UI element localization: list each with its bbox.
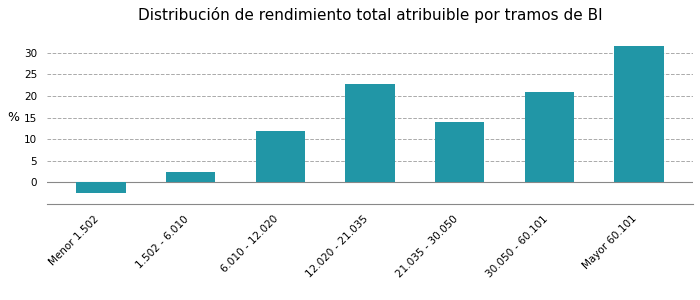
Y-axis label: %: % [7, 111, 19, 124]
Bar [166, 172, 216, 182]
Bar [615, 46, 664, 182]
Bar [525, 92, 574, 182]
Title: Distribución de rendimiento total atribuible por tramos de BI: Distribución de rendimiento total atribu… [138, 7, 603, 23]
Bar [256, 131, 305, 182]
Bar [435, 122, 484, 182]
Bar [345, 84, 395, 182]
Bar [76, 182, 126, 193]
